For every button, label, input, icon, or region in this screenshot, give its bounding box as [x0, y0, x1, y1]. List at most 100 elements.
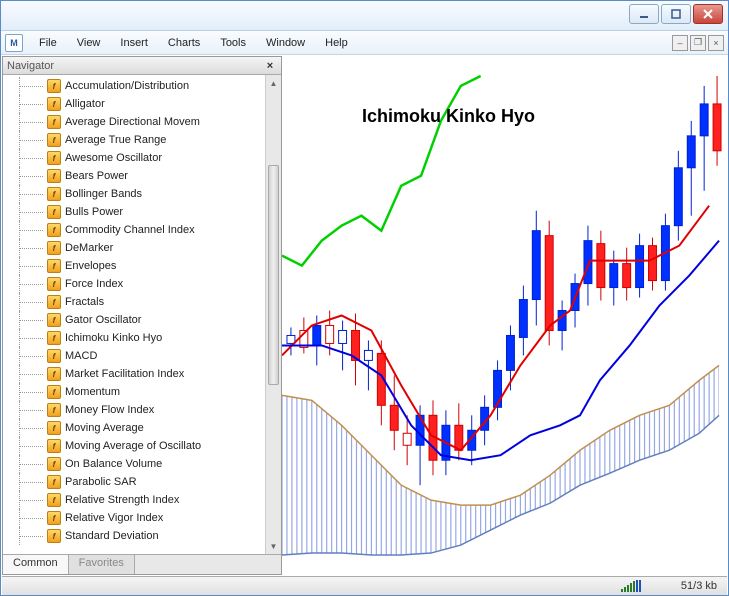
- indicator-label: DeMarker: [65, 242, 113, 254]
- indicator-label: On Balance Volume: [65, 458, 162, 470]
- function-icon: f: [47, 439, 61, 453]
- function-icon: f: [47, 97, 61, 111]
- indicator-item[interactable]: fAlligator: [3, 95, 265, 113]
- indicator-item[interactable]: fStandard Deviation: [3, 527, 265, 545]
- indicator-label: Ichimoku Kinko Hyo: [65, 332, 162, 344]
- app-icon: M: [5, 34, 23, 52]
- chart-area[interactable]: Ichimoku Kinko Hyo: [282, 56, 727, 575]
- indicator-item[interactable]: fParabolic SAR: [3, 473, 265, 491]
- menu-view[interactable]: View: [67, 34, 111, 52]
- indicator-label: Envelopes: [65, 260, 116, 272]
- indicator-label: Average Directional Movem: [65, 116, 200, 128]
- connection-icon: [621, 580, 651, 592]
- indicator-item[interactable]: f Relative Vigor Index: [3, 509, 265, 527]
- navigator-close-button[interactable]: ×: [263, 59, 277, 73]
- menu-help[interactable]: Help: [315, 34, 358, 52]
- mdi-controls: – ❐ ×: [672, 35, 728, 51]
- menu-tools[interactable]: Tools: [210, 34, 256, 52]
- window-titlebar: [1, 1, 728, 31]
- workspace: Navigator × fAccumulation/DistributionfA…: [2, 56, 727, 575]
- function-icon: f: [47, 403, 61, 417]
- menu-bar: M FileViewInsertChartsToolsWindowHelp – …: [1, 31, 728, 55]
- navigator-scrollbar[interactable]: ▲ ▼: [265, 75, 281, 554]
- indicator-item[interactable]: f Bollinger Bands: [3, 185, 265, 203]
- indicator-item[interactable]: f Gator Oscillator: [3, 311, 265, 329]
- indicator-label: Money Flow Index: [65, 404, 154, 416]
- indicator-item[interactable]: f DeMarker: [3, 239, 265, 257]
- function-icon: f: [47, 493, 61, 507]
- function-icon: f: [47, 349, 61, 363]
- status-bar: 51/3 kb: [2, 576, 727, 595]
- indicator-item[interactable]: f Commodity Channel Index: [3, 221, 265, 239]
- indicator-item[interactable]: f Market Facilitation Index: [3, 365, 265, 383]
- indicator-label: Commodity Channel Index: [65, 224, 195, 236]
- function-icon: f: [47, 241, 61, 255]
- indicator-item[interactable]: f Ichimoku Kinko Hyo: [3, 329, 265, 347]
- minimize-button[interactable]: [629, 4, 659, 24]
- function-icon: f: [47, 295, 61, 309]
- menu-window[interactable]: Window: [256, 34, 315, 52]
- mdi-restore-button[interactable]: ❐: [690, 35, 706, 51]
- indicator-label: Fractals: [65, 296, 104, 308]
- navigator-header: Navigator ×: [3, 57, 281, 75]
- indicator-label: MACD: [65, 350, 97, 362]
- indicator-item[interactable]: fAverage Directional Movem: [3, 113, 265, 131]
- menu-charts[interactable]: Charts: [158, 34, 210, 52]
- navigator-title: Navigator: [7, 60, 54, 72]
- indicator-label: Bollinger Bands: [65, 188, 142, 200]
- indicator-label: Awesome Oscillator: [65, 152, 162, 164]
- indicator-item[interactable]: fEnvelopes: [3, 257, 265, 275]
- function-icon: f: [47, 367, 61, 381]
- navigator-tabs: Common Favorites: [3, 554, 281, 574]
- function-icon: f: [47, 313, 61, 327]
- indicator-item[interactable]: f Money Flow Index: [3, 401, 265, 419]
- scroll-thumb[interactable]: [268, 165, 279, 385]
- indicator-label: Standard Deviation: [65, 530, 159, 542]
- indicator-item[interactable]: f On Balance Volume: [3, 455, 265, 473]
- mdi-minimize-button[interactable]: –: [672, 35, 688, 51]
- function-icon: f: [47, 511, 61, 525]
- indicator-label: Average True Range: [65, 134, 166, 146]
- scroll-up-arrow[interactable]: ▲: [266, 75, 281, 91]
- indicator-label: Relative Vigor Index: [65, 512, 163, 524]
- tab-favorites[interactable]: Favorites: [69, 555, 135, 574]
- menu-insert[interactable]: Insert: [110, 34, 158, 52]
- function-icon: f: [47, 475, 61, 489]
- navigator-panel: Navigator × fAccumulation/DistributionfA…: [2, 56, 282, 575]
- function-icon: f: [47, 457, 61, 471]
- function-icon: f: [47, 223, 61, 237]
- function-icon: f: [47, 331, 61, 345]
- indicator-item[interactable]: f Awesome Oscillator: [3, 149, 265, 167]
- indicator-item[interactable]: f MACD: [3, 347, 265, 365]
- indicator-label: Market Facilitation Index: [65, 368, 184, 380]
- scroll-down-arrow[interactable]: ▼: [266, 538, 281, 554]
- close-button[interactable]: [693, 4, 723, 24]
- indicator-item[interactable]: f Bulls Power: [3, 203, 265, 221]
- indicator-item[interactable]: fMomentum: [3, 383, 265, 401]
- indicator-label: Bulls Power: [65, 206, 123, 218]
- chart-title: Ichimoku Kinko Hyo: [362, 106, 535, 127]
- function-icon: f: [47, 187, 61, 201]
- menu-file[interactable]: File: [29, 34, 67, 52]
- function-icon: f: [47, 205, 61, 219]
- indicator-label: Momentum: [65, 386, 120, 398]
- indicator-label: Force Index: [65, 278, 123, 290]
- function-icon: f: [47, 169, 61, 183]
- indicator-item[interactable]: f Moving Average of Oscillato: [3, 437, 265, 455]
- indicator-item[interactable]: f Bears Power: [3, 167, 265, 185]
- indicator-item[interactable]: fMoving Average: [3, 419, 265, 437]
- indicator-label: Moving Average of Oscillato: [65, 440, 201, 452]
- maximize-button[interactable]: [661, 4, 691, 24]
- indicator-list: fAccumulation/DistributionfAlligatorfAve…: [3, 75, 265, 554]
- indicator-item[interactable]: fAccumulation/Distribution: [3, 77, 265, 95]
- indicator-label: Accumulation/Distribution: [65, 80, 189, 92]
- indicator-label: Bears Power: [65, 170, 128, 182]
- function-icon: f: [47, 151, 61, 165]
- indicator-label: Gator Oscillator: [65, 314, 141, 326]
- indicator-item[interactable]: f Fractals: [3, 293, 265, 311]
- mdi-close-button[interactable]: ×: [708, 35, 724, 51]
- tab-common[interactable]: Common: [3, 555, 69, 574]
- indicator-item[interactable]: fRelative Strength Index: [3, 491, 265, 509]
- indicator-item[interactable]: fForce Index: [3, 275, 265, 293]
- indicator-item[interactable]: fAverage True Range: [3, 131, 265, 149]
